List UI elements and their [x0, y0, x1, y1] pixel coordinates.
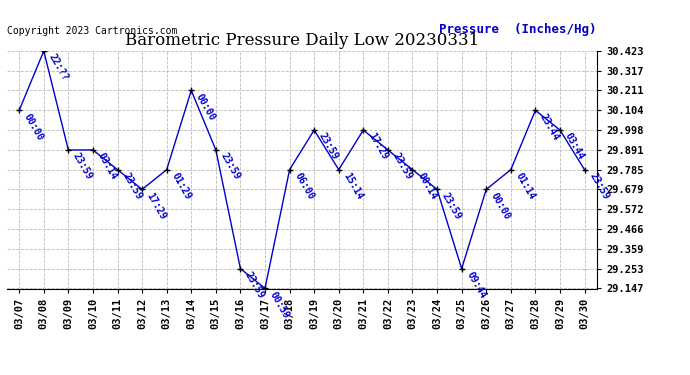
- Text: 06:00: 06:00: [293, 171, 316, 201]
- Text: 01:29: 01:29: [170, 171, 193, 201]
- Text: 23:59: 23:59: [391, 152, 414, 182]
- Text: 15:14: 15:14: [342, 171, 365, 201]
- Text: 23:59: 23:59: [120, 171, 144, 201]
- Text: 23:59: 23:59: [587, 171, 611, 201]
- Title: Barometric Pressure Daily Low 20230331: Barometric Pressure Daily Low 20230331: [125, 32, 479, 49]
- Text: 09:44: 09:44: [464, 270, 488, 300]
- Text: 23:59: 23:59: [440, 191, 463, 221]
- Text: 03:14: 03:14: [96, 152, 119, 182]
- Text: 23:59: 23:59: [317, 132, 340, 162]
- Text: 00:00: 00:00: [194, 92, 217, 122]
- Text: 23:59: 23:59: [71, 152, 95, 182]
- Text: 00:00: 00:00: [22, 112, 46, 142]
- Text: 17:29: 17:29: [145, 191, 168, 221]
- Text: 00:14: 00:14: [415, 171, 439, 201]
- Text: 03:44: 03:44: [563, 132, 586, 162]
- Text: Pressure  (Inches/Hg): Pressure (Inches/Hg): [440, 23, 597, 36]
- Text: 00:00: 00:00: [489, 191, 513, 221]
- Text: Copyright 2023 Cartronics.com: Copyright 2023 Cartronics.com: [7, 26, 177, 36]
- Text: 23:44: 23:44: [538, 112, 562, 142]
- Text: 01:14: 01:14: [513, 171, 537, 201]
- Text: 22:??: 22:??: [46, 53, 70, 83]
- Text: 00:59: 00:59: [268, 290, 291, 320]
- Text: 23:59: 23:59: [219, 152, 242, 182]
- Text: 17:29: 17:29: [366, 132, 389, 162]
- Text: 23:59: 23:59: [243, 270, 266, 300]
